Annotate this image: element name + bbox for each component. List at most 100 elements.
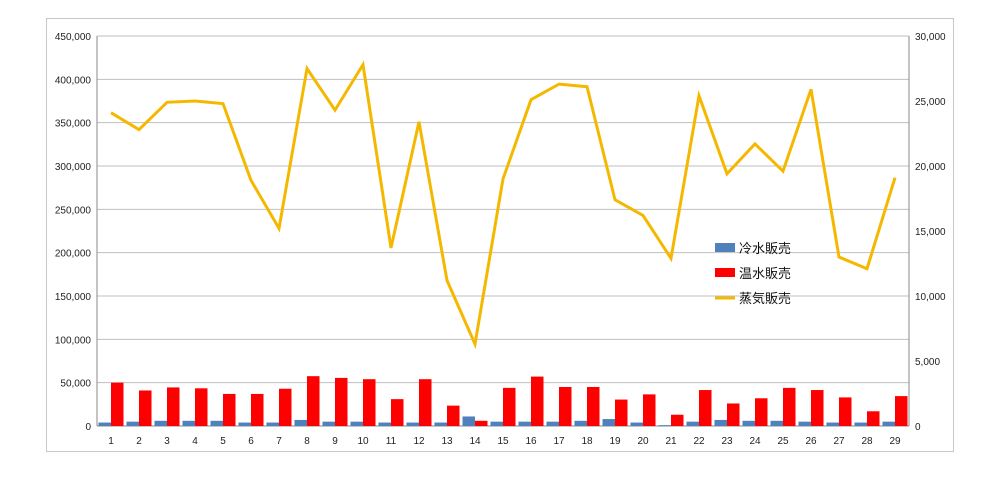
bar-hot [699,390,712,426]
bar-hot [391,399,404,426]
bar-cold [266,422,279,426]
y-tick-label: 250,000 [55,205,92,216]
grid-layer [97,35,909,427]
y2-tick-label: 5,000 [915,357,940,368]
y-tick-label: 50,000 [60,379,91,390]
bar-cold [574,420,587,426]
y-tick-label: 200,000 [55,249,92,260]
bar-cold [294,419,307,426]
legend-label: 温水販売 [739,266,791,282]
bar-cold [798,421,811,426]
x-tick-label: 9 [332,436,338,447]
line-layer [110,60,897,350]
bar-hot [167,387,180,426]
y2-tick-label: 15,000 [915,227,946,238]
bar-hot [559,387,572,426]
bar-hot [811,390,824,426]
x-tick-label: 16 [525,436,537,447]
x-tick-label: 14 [469,436,481,447]
y2-tick-label: 30,000 [915,32,946,43]
x-tick-label: 27 [833,436,845,447]
bar-cold [154,420,167,426]
y2-tick-label: 10,000 [915,292,946,303]
bar-cold [882,421,895,426]
x-tick-label: 1 [108,436,114,447]
x-tick-label: 7 [276,436,282,447]
x-tick-label: 2 [136,436,142,447]
legend-swatch [715,243,735,252]
bar-cold [210,420,223,426]
bar-hot [223,393,236,426]
bar-cold [770,420,783,426]
bar-cold [126,421,139,426]
bar-cold [546,421,559,426]
x-tick-label: 10 [357,436,369,447]
x-tick-label: 25 [777,436,789,447]
bar-cold [826,422,839,426]
bar-hot [867,411,880,426]
x-tick-label: 17 [553,436,565,447]
bar-hot [111,382,124,426]
bar-hot [419,379,432,426]
bar-cold [322,421,335,426]
x-tick-label: 20 [637,436,649,447]
bar-cold [658,425,671,426]
y-tick-label: 150,000 [55,292,92,303]
x-tick-label: 11 [386,436,397,447]
bar-hot [895,396,908,426]
bar-hot [279,388,292,426]
x-tick-label: 21 [665,436,677,447]
y-tick-label: 400,000 [55,75,92,86]
bar-cold [378,422,391,426]
bar-cold [462,416,475,426]
y2-tick-label: 20,000 [915,162,946,173]
bar-hot [251,393,264,426]
bar-cold [98,422,111,426]
bar-cold [350,421,363,426]
x-tick-label: 28 [861,436,873,447]
x-tick-label: 26 [805,436,817,447]
bar-cold [182,420,195,426]
bar-cold [602,419,615,426]
y-tick-label: 350,000 [55,119,92,130]
bar-cold [490,421,503,426]
y2-tick-label: 25,000 [915,97,946,108]
x-tick-label: 3 [164,436,170,447]
x-tick-label: 8 [304,436,310,447]
bar-hot [195,388,208,426]
x-tick-label: 22 [693,436,705,447]
bar-hot [783,387,796,426]
y-tick-label: 100,000 [55,335,92,346]
axis-layer: 0 50,000 100,000 150,000 200,000 250,000 300,0… [55,32,946,447]
bar-hot [755,398,768,426]
bar-hot [335,377,348,426]
legend-label: 蒸気販売 [739,291,791,307]
x-tick-label: 13 [441,436,453,447]
bar-hot [307,376,320,426]
x-tick-label: 15 [497,436,509,447]
legend-label: 冷水販売 [739,241,791,257]
x-tick-label: 18 [581,436,593,447]
bar-cold [518,421,531,426]
steam-sales-line [110,60,897,350]
bar-hot [531,376,544,426]
chart-svg: 0 50,000 100,000 150,000 200,000 250,000 300,0… [55,32,946,447]
bar-cold [686,421,699,426]
bar-cold [238,422,251,426]
bar-hot [139,390,152,426]
bar-hot [475,420,488,426]
x-tick-label: 5 [220,436,226,447]
bar-hot [671,414,684,426]
bar-hot [727,403,740,426]
y-tick-label: 300,000 [55,162,92,173]
legend-swatch [715,268,735,277]
bar-cold [406,422,419,426]
x-tick-label: 19 [609,436,621,447]
x-tick-label: 29 [889,436,901,447]
bar-hot [503,387,516,426]
bar-cold [854,422,867,426]
bar-hot [643,394,656,426]
bar-cold [742,420,755,426]
x-tick-label: 6 [248,436,254,447]
